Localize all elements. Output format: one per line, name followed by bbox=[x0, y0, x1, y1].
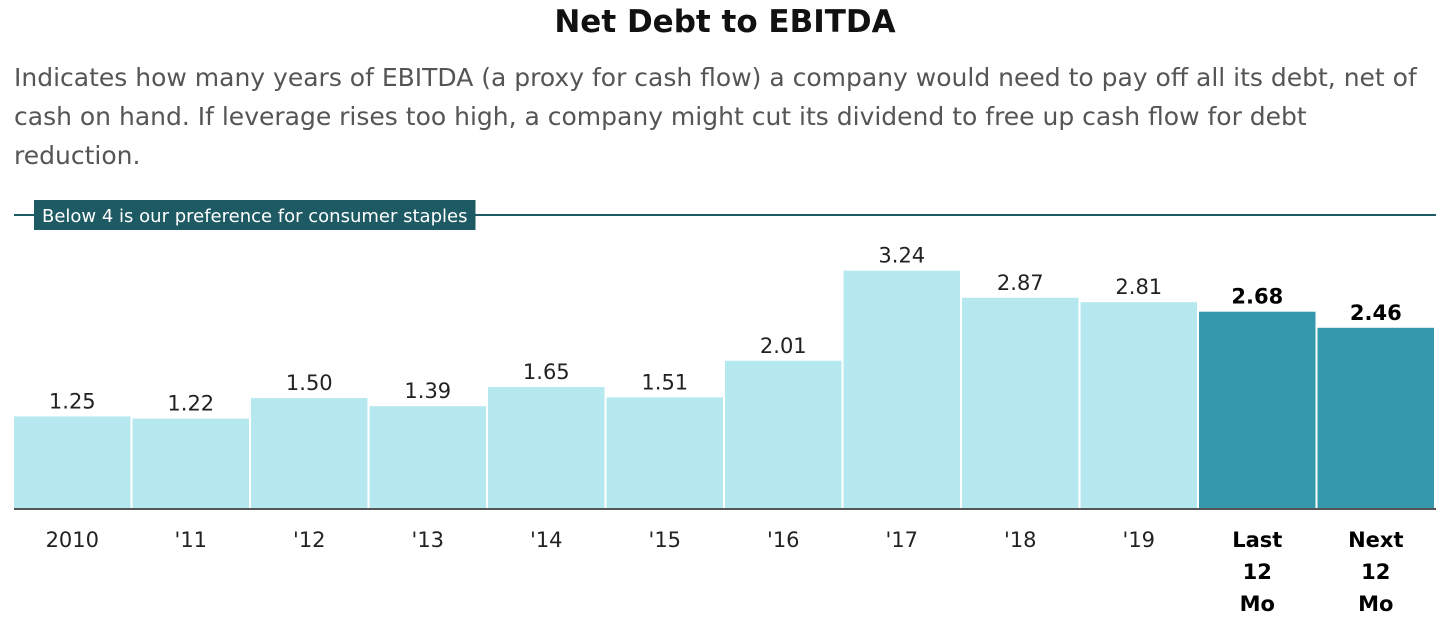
value-label-7: 2.01 bbox=[760, 334, 807, 358]
x-tick-label-11: Last 12 Mo bbox=[1232, 528, 1282, 616]
bar-5 bbox=[488, 387, 605, 508]
bar-3 bbox=[251, 398, 368, 508]
value-label-9: 2.87 bbox=[997, 271, 1044, 295]
bars-layer bbox=[14, 270, 1434, 508]
x-tick-label-6: '15 bbox=[649, 528, 682, 552]
x-tick-label-9: '18 bbox=[1004, 528, 1037, 552]
x-tick-label-4: '13 bbox=[412, 528, 445, 552]
value-label-8: 3.24 bbox=[878, 244, 925, 268]
value-label-6: 1.51 bbox=[641, 370, 688, 394]
x-tick-label-12: Next 12 Mo bbox=[1348, 528, 1403, 616]
x-tick-labels-layer: 2010 '11 '12 '13 '14 '15 '16 '17 '18 '19 Last 12 Mo N… bbox=[46, 528, 1404, 616]
value-label-11: 2.68 bbox=[1231, 285, 1283, 309]
x-tick-label-3: '12 bbox=[293, 528, 326, 552]
value-label-10: 2.81 bbox=[1115, 275, 1162, 299]
x-tick-label-7: '16 bbox=[767, 528, 800, 552]
value-label-4: 1.39 bbox=[404, 379, 451, 403]
value-label-2: 1.22 bbox=[167, 392, 214, 416]
reference-label-box bbox=[34, 200, 476, 230]
x-tick-label-5: '14 bbox=[530, 528, 563, 552]
bar-4 bbox=[369, 406, 486, 508]
value-labels-layer: 1.25 1.22 1.50 1.39 1.65 1.51 2.01 3.24 2.87 2.81… bbox=[49, 244, 1402, 416]
bar-9 bbox=[962, 297, 1079, 508]
bar-12 bbox=[1317, 327, 1434, 508]
x-tick-label-1: 2010 bbox=[46, 528, 99, 552]
chart-subtitle: Indicates how many years of EBITDA (a pr… bbox=[14, 63, 1417, 170]
chart-title: Net Debt to EBITDA bbox=[554, 4, 896, 40]
bar-6 bbox=[606, 397, 723, 508]
value-label-12: 2.46 bbox=[1350, 301, 1402, 325]
bar-2 bbox=[132, 418, 249, 508]
bar-1 bbox=[14, 416, 131, 508]
x-tick-label-2: '11 bbox=[175, 528, 208, 552]
bar-10 bbox=[1080, 302, 1197, 508]
x-tick-label-10: '19 bbox=[1123, 528, 1156, 552]
value-label-3: 1.50 bbox=[286, 371, 333, 395]
bar-11 bbox=[1199, 311, 1316, 508]
value-label-1: 1.25 bbox=[49, 389, 96, 413]
bar-8 bbox=[843, 270, 960, 508]
reference-label: Below 4 is our preference for consumer s… bbox=[42, 206, 467, 227]
value-label-5: 1.65 bbox=[523, 360, 570, 384]
reference-line-group: Below 4 is our preference for consumer s… bbox=[14, 200, 1436, 230]
x-tick-label-8: '17 bbox=[886, 528, 919, 552]
bar-7 bbox=[725, 360, 842, 508]
